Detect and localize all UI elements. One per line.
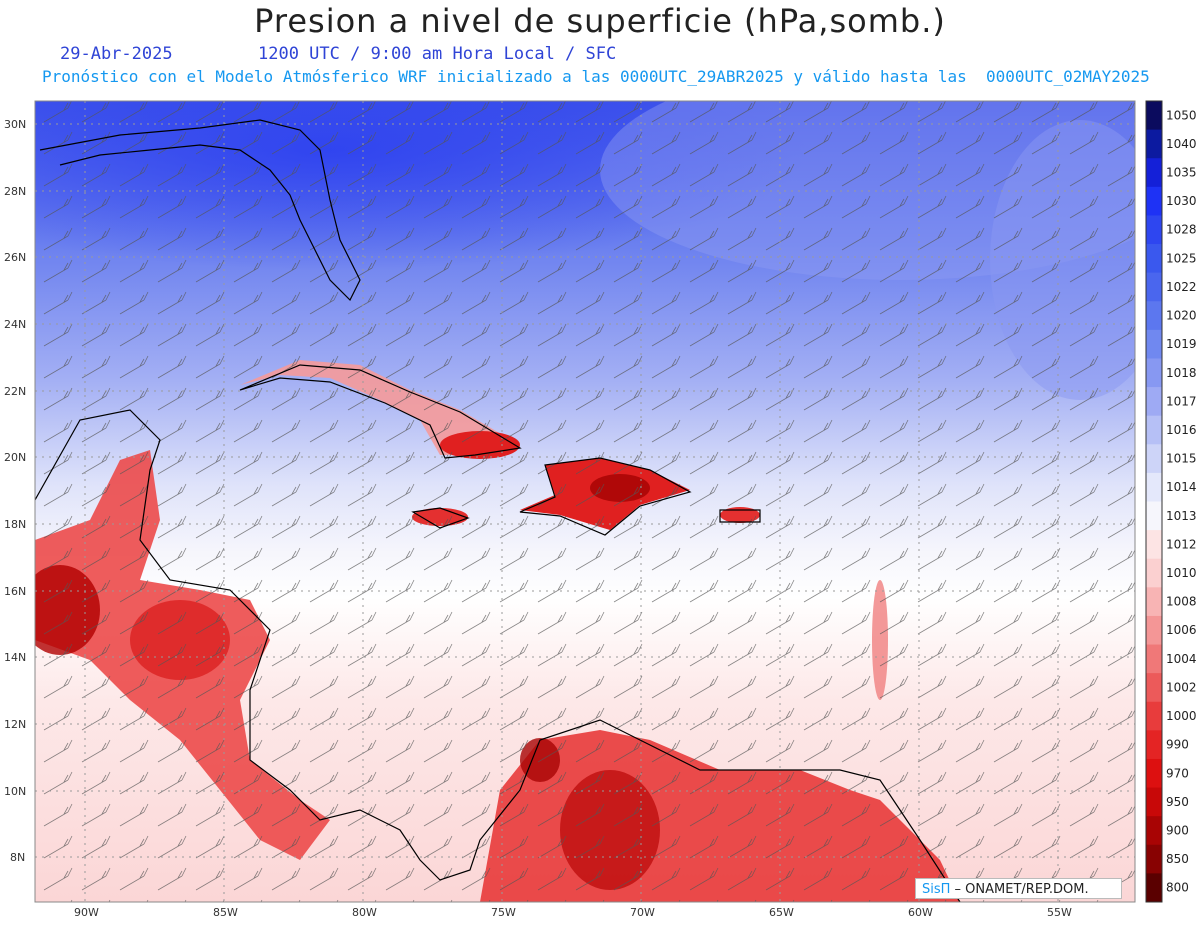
lat-axis: 30N 28N 26N 24N 22N 20N 18N 16N 14N 12N … xyxy=(4,118,26,864)
colorbar-label: 1006 xyxy=(1166,623,1197,637)
colorbar-swatch xyxy=(1146,215,1162,245)
coastlines xyxy=(35,119,961,902)
forecast-date: 29-Abr-2025 xyxy=(60,44,173,64)
map-field xyxy=(35,101,1135,902)
colorbar-label: 1020 xyxy=(1166,309,1197,323)
colorbar-swatch xyxy=(1146,158,1162,188)
colorbar-label: 1050 xyxy=(1166,108,1197,122)
colorbar-swatch xyxy=(1146,673,1162,703)
colorbar-swatch xyxy=(1146,129,1162,159)
colorbar-frame xyxy=(1145,100,1163,903)
lat-label: 28N xyxy=(4,185,26,198)
lon-label: 70W xyxy=(630,906,655,919)
colorbar-label: 1002 xyxy=(1166,680,1197,694)
lat-label: 10N xyxy=(4,785,26,798)
colorbar-label: 1028 xyxy=(1166,223,1197,237)
colorbar-label: 1016 xyxy=(1166,423,1197,437)
colorbar-swatch xyxy=(1146,415,1162,445)
colorbar-label: 1017 xyxy=(1166,394,1197,408)
colorbar-swatch xyxy=(1146,501,1162,531)
lon-label: 80W xyxy=(352,906,377,919)
colorbar-swatch xyxy=(1146,558,1162,588)
colorbar-swatch xyxy=(1146,387,1162,417)
colorbar-label: 1022 xyxy=(1166,280,1197,294)
colorbar-swatch xyxy=(1146,844,1162,874)
colorbar-swatch xyxy=(1146,816,1162,846)
lat-label: 16N xyxy=(4,585,26,598)
pressure-colorbar: 1050 1040 1035 1030 1028 1025 1022 1020 1019 1018… xyxy=(1145,100,1197,903)
colorbar-swatch xyxy=(1146,272,1162,302)
colorbar-label: 1030 xyxy=(1166,194,1197,208)
colorbar-label: 1004 xyxy=(1166,652,1197,666)
colorbar-label: 970 xyxy=(1166,766,1189,780)
lon-label: 55W xyxy=(1047,906,1072,919)
colorbar-swatch xyxy=(1146,444,1162,474)
lon-label: 90W xyxy=(74,906,99,919)
colorbar-swatch xyxy=(1146,873,1162,903)
lat-label: 18N xyxy=(4,518,26,531)
lon-label: 85W xyxy=(213,906,238,919)
colorbar-swatch xyxy=(1146,587,1162,617)
lat-lon-grid xyxy=(35,101,1135,902)
colorbar-swatch xyxy=(1146,101,1162,131)
credit-brand: SisΠ xyxy=(922,882,951,897)
colorbar-label: 1014 xyxy=(1166,480,1197,494)
lat-label: 22N xyxy=(4,385,26,398)
map-frame xyxy=(34,100,1136,903)
colorbar-label: 950 xyxy=(1166,795,1189,809)
lat-label: 12N xyxy=(4,718,26,731)
colorbar-label: 850 xyxy=(1166,852,1189,866)
colorbar-label: 1019 xyxy=(1166,337,1197,351)
colorbar-label: 1012 xyxy=(1166,537,1197,551)
forecast-time-info: 1200 UTC / 9:00 am Hora Local / SFC xyxy=(258,44,617,64)
lon-label: 75W xyxy=(491,906,516,919)
colorbar-swatch xyxy=(1146,472,1162,502)
credit-text: – ONAMET/REP.DOM. xyxy=(950,882,1089,897)
colorbar-label: 1015 xyxy=(1166,452,1197,466)
colorbar-swatch xyxy=(1146,358,1162,388)
colorbar-label: 800 xyxy=(1166,881,1189,895)
colorbar-swatch xyxy=(1146,644,1162,674)
map-title: Presion a nivel de superficie (hPa,somb.… xyxy=(254,2,946,40)
colorbar-label: 1025 xyxy=(1166,251,1197,265)
colorbar-label: 990 xyxy=(1166,738,1189,752)
credit-box: SisΠ – ONAMET/REP.DOM. xyxy=(915,878,1122,899)
lon-label: 65W xyxy=(769,906,794,919)
lat-label: 30N xyxy=(4,118,26,131)
colorbar-label: 1040 xyxy=(1166,137,1197,151)
lat-label: 26N xyxy=(4,251,26,264)
colorbar-swatch xyxy=(1146,329,1162,359)
colorbar-swatch xyxy=(1146,615,1162,646)
lon-label: 60W xyxy=(908,906,933,919)
colorbar-swatch xyxy=(1146,701,1162,731)
colorbar-swatch xyxy=(1146,530,1162,560)
colorbar-label: 1008 xyxy=(1166,595,1197,609)
lat-label: 8N xyxy=(10,851,25,864)
colorbar-swatch xyxy=(1146,301,1162,331)
colorbar-label: 1013 xyxy=(1166,509,1197,523)
colorbar-swatch xyxy=(1146,244,1162,274)
colorbar-swatch xyxy=(1146,787,1162,817)
colorbar-swatch xyxy=(1146,758,1162,789)
colorbar-swatch xyxy=(1146,186,1162,216)
colorbar-label: 1000 xyxy=(1166,709,1197,723)
colorbar-swatch xyxy=(1146,730,1162,760)
colorbar-label: 1035 xyxy=(1166,166,1197,180)
colorbar-label: 900 xyxy=(1166,823,1189,837)
lat-label: 14N xyxy=(4,651,26,664)
colorbar-label: 1010 xyxy=(1166,566,1197,580)
model-info: Pronóstico con el Modelo Atmósferico WRF… xyxy=(42,67,1150,86)
colorbar-label: 1018 xyxy=(1166,366,1197,380)
lat-label: 20N xyxy=(4,451,26,464)
lat-label: 24N xyxy=(4,318,26,331)
lon-axis: 90W 85W 80W 75W 70W 65W 60W 55W xyxy=(74,906,1072,919)
